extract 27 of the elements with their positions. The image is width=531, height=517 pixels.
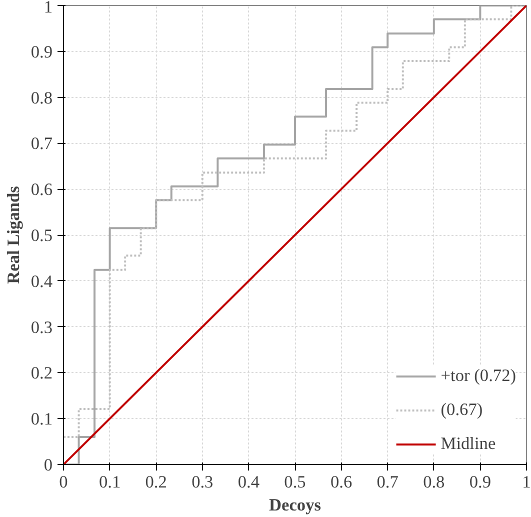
- y-tick-label: 0.3: [30, 318, 53, 337]
- x-axis-title: Decoys: [269, 496, 322, 514]
- x-tick-label: 0.1: [98, 472, 121, 492]
- y-tick-label: 0.4: [30, 272, 53, 291]
- x-tick-label: 0.3: [192, 472, 214, 492]
- legend-label: +tor (0.72): [440, 366, 516, 386]
- legend-label: Midline: [440, 434, 496, 454]
- y-tick-label: 1: [44, 0, 53, 16]
- y-tick-label: 0.1: [30, 410, 53, 429]
- x-tick-label: 0.5: [284, 472, 306, 492]
- x-tick-label: 0.9: [469, 472, 492, 492]
- x-tick-label: 0.2: [145, 472, 167, 492]
- y-tick-label: 0.7: [30, 134, 53, 154]
- y-axis-title: Real Ligands: [4, 186, 23, 284]
- x-tick-label: 0.7: [376, 472, 399, 492]
- y-tick-label: 0.8: [30, 88, 53, 108]
- y-tick-label: 0.5: [30, 226, 53, 245]
- x-tick-label: 0.6: [330, 472, 352, 492]
- legend-label: (0.67): [440, 400, 483, 420]
- x-tick-label: 0: [59, 472, 68, 492]
- x-tick-label: 1: [522, 472, 531, 492]
- x-tick-label: 0.8: [423, 472, 445, 492]
- y-tick-label: 0.2: [30, 364, 53, 383]
- x-tick-label: 0.4: [238, 472, 260, 492]
- y-tick-label: 0: [44, 456, 53, 474]
- y-tick-label: 0.9: [30, 42, 53, 62]
- y-tick-label: 0.6: [30, 180, 53, 200]
